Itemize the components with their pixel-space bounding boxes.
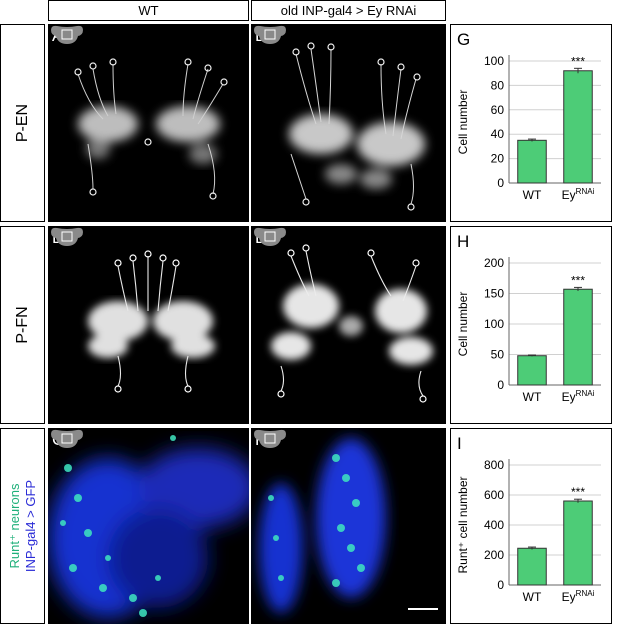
y-tick-label: 400	[484, 518, 504, 532]
row-label-runt: Runt⁺ neurons INP-gal4 > GFP	[0, 428, 45, 624]
x-tick-label: EyRNAi	[562, 389, 595, 404]
panel-f-image: F	[251, 428, 446, 624]
chart-h: H 0 50 100 150 200 Cell number WT EyRNAi ***	[450, 226, 612, 424]
chart-i: I 0 200 400 600 800 Runt⁺ cell number WT EyRNAi *…	[450, 428, 612, 624]
bar	[517, 547, 547, 586]
x-tick-label: EyRNAi	[562, 187, 595, 202]
y-tick-label: 0	[497, 378, 504, 392]
panel-e-micrograph	[271, 244, 433, 403]
y-tick-label: 80	[491, 78, 505, 92]
brain-outline-icon	[254, 227, 286, 246]
significance-label: ***	[571, 273, 585, 287]
chart-g: G 0 20 40 60 80 100 Cell number WT EyRNAi ***	[450, 24, 612, 222]
panel-c-image: C	[48, 428, 249, 624]
x-tick-label: WT	[523, 590, 542, 604]
header-wt: WT	[48, 0, 249, 21]
bar	[563, 500, 593, 586]
y-tick-label: 100	[484, 54, 504, 68]
bar	[563, 70, 593, 184]
x-tick-label: EyRNAi	[562, 589, 595, 604]
brain-outline-icon	[51, 429, 83, 448]
significance-label: ***	[571, 485, 585, 499]
brain-outline-icon	[254, 429, 286, 448]
x-tick-superscript: RNAi	[576, 589, 595, 598]
y-tick-label: 0	[497, 578, 504, 592]
bar	[517, 355, 547, 386]
panel-a-micrograph	[74, 58, 228, 200]
y-tick-label: 100	[484, 317, 504, 331]
panel-c-micrograph	[48, 435, 249, 618]
x-tick-label: WT	[523, 188, 542, 202]
y-tick-label: 150	[484, 287, 504, 301]
brain-outline-icon	[51, 25, 83, 44]
header-mutant: old INP-gal4 > Ey RNAi	[251, 0, 446, 21]
bar	[563, 288, 593, 386]
row-label-runt-text: Runt⁺ neurons INP-gal4 > GFP	[7, 480, 39, 572]
y-tick-label: 20	[491, 152, 505, 166]
y-axis-label: Runt⁺ cell number	[456, 476, 470, 573]
x-tick-label: WT	[523, 390, 542, 404]
row-label-pfn: P-FN	[0, 226, 45, 424]
chart-panel-label: I	[457, 434, 462, 453]
y-tick-label: 600	[484, 488, 504, 502]
row-label-pen: P-EN	[0, 24, 45, 222]
header-mutant-label: old INP-gal4 > Ey RNAi	[280, 3, 417, 18]
panel-f-micrograph	[259, 438, 386, 613]
panel-d-image: D	[251, 24, 446, 222]
row-label-pfn-text: P-FN	[13, 306, 31, 344]
x-tick-superscript: RNAi	[576, 187, 595, 196]
y-axis-label: Cell number	[456, 90, 470, 155]
y-tick-label: 200	[484, 548, 504, 562]
chart-panel-label: H	[457, 232, 469, 251]
scale-bar	[408, 608, 438, 610]
brain-outline-icon	[254, 25, 286, 44]
panel-d-micrograph	[289, 42, 425, 211]
chart-g-svg: G 0 20 40 60 80 100 Cell number WT EyRNAi ***	[456, 30, 601, 202]
runt-neurons-label: Runt⁺ neurons	[6, 483, 22, 569]
chart-i-svg: I 0 200 400 600 800 Runt⁺ cell number WT EyRNAi *…	[456, 434, 601, 604]
x-tick-superscript: RNAi	[576, 389, 595, 398]
y-tick-label: 40	[491, 127, 505, 141]
panel-a-image: A	[48, 24, 249, 222]
panel-e-image: E	[251, 226, 446, 424]
y-tick-label: 60	[491, 103, 505, 117]
brain-outline-icon	[51, 227, 83, 246]
y-tick-label: 200	[484, 256, 504, 270]
bar	[517, 139, 547, 184]
chart-h-svg: H 0 50 100 150 200 Cell number WT EyRNAi ***	[456, 232, 601, 404]
y-tick-label: 50	[491, 348, 505, 362]
header-wt-label: WT	[138, 3, 159, 18]
y-tick-label: 800	[484, 458, 504, 472]
chart-panel-label: G	[457, 30, 470, 49]
significance-label: ***	[571, 54, 585, 68]
row-label-pen-text: P-EN	[13, 103, 31, 143]
panel-b-micrograph	[88, 250, 215, 393]
gfp-label: INP-gal4 > GFP	[22, 479, 38, 573]
panel-b-image: B	[48, 226, 249, 424]
y-tick-label: 0	[497, 176, 504, 190]
y-axis-label: Cell number	[456, 292, 470, 357]
